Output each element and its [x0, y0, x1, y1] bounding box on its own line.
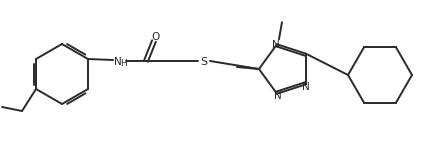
Text: N: N	[302, 82, 310, 92]
Text: N: N	[274, 91, 282, 101]
Text: H: H	[121, 59, 127, 67]
Text: S: S	[200, 57, 207, 67]
Text: O: O	[152, 32, 160, 42]
Text: N: N	[114, 57, 122, 67]
Text: N: N	[272, 40, 280, 50]
